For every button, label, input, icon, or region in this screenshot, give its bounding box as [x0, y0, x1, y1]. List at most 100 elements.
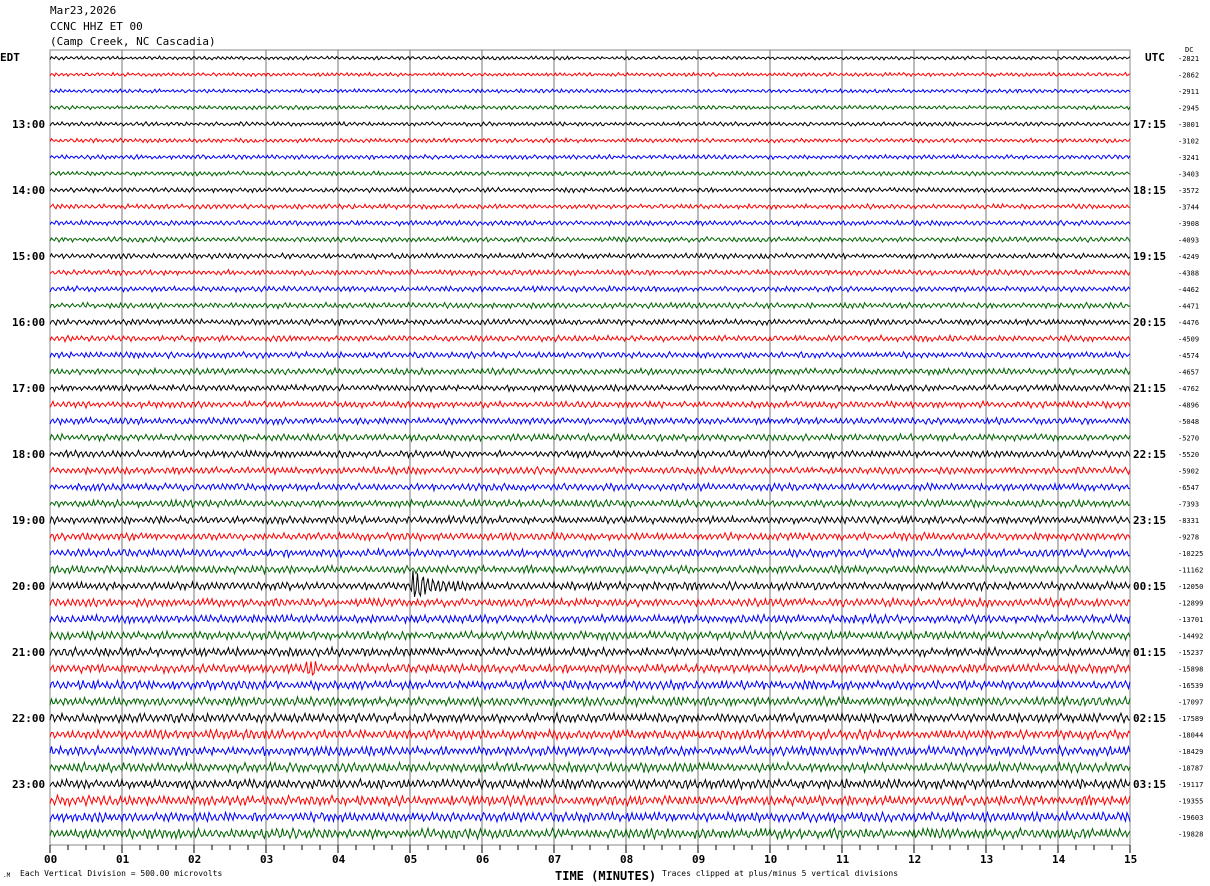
seismic-trace: [49, 497, 1131, 510]
edt-hour-label: 21:00: [12, 646, 45, 659]
seismic-trace: [49, 350, 1131, 360]
seismic-trace: [49, 563, 1131, 576]
edt-hour-label: 13:00: [12, 118, 45, 131]
x-tick-label: 08: [620, 853, 633, 866]
x-tick-label: 06: [476, 853, 490, 866]
dc-offset-label: -19117: [1178, 781, 1203, 789]
dc-offset-label: -9278: [1178, 534, 1199, 542]
edt-axis-label: EDT: [0, 51, 20, 64]
edt-hour-label: 20:00: [12, 580, 45, 593]
x-tick-label: 00: [44, 853, 57, 866]
dc-offset-label: -14492: [1178, 633, 1203, 641]
seismic-trace: [49, 727, 1131, 742]
dc-offset-label: -19828: [1178, 831, 1203, 839]
x-tick-label: 01: [116, 853, 130, 866]
seismic-trace: [49, 120, 1131, 128]
x-tick-label: 11: [836, 853, 850, 866]
dc-offset-label: -15898: [1178, 666, 1203, 674]
utc-time-label: 22:15: [1133, 448, 1166, 461]
dc-offset-label: -5520: [1178, 451, 1199, 459]
date-label: Mar23,2026: [50, 4, 117, 17]
edt-hour-label: 16:00: [12, 316, 45, 329]
dc-offset-label: -19603: [1178, 814, 1203, 822]
utc-time-label: 00:15: [1133, 580, 1166, 593]
dc-offset-label: -17589: [1178, 715, 1203, 723]
dc-offset-label: -3572: [1178, 187, 1199, 195]
dc-offset-label: -5270: [1178, 435, 1199, 443]
seismic-trace: [49, 570, 1131, 598]
dc-offset-label: -12899: [1178, 600, 1203, 608]
location-label: (Camp Creek, NC Cascadia): [50, 35, 216, 48]
dc-offset-label: -4249: [1178, 253, 1199, 261]
dc-label: DC: [1185, 46, 1193, 54]
edt-hour-label: 23:00: [12, 778, 45, 791]
dc-offset-label: -5048: [1178, 418, 1199, 426]
x-tick-label: 04: [332, 853, 346, 866]
dc-offset-label: -4509: [1178, 336, 1199, 344]
seismic-trace: [49, 366, 1131, 377]
station-label: CCNC HHZ ET 00: [50, 20, 143, 33]
seismic-trace: [49, 546, 1131, 560]
x-tick-label: 13: [980, 853, 993, 866]
seismic-trace: [49, 530, 1131, 543]
utc-time-label: 02:15: [1133, 712, 1166, 725]
dc-offset-label: -4657: [1178, 369, 1199, 377]
seismic-trace: [49, 383, 1131, 394]
seismic-trace: [49, 415, 1131, 427]
seismic-trace: [49, 678, 1131, 692]
seismic-trace: [49, 629, 1131, 642]
dc-offset-label: -3241: [1178, 154, 1199, 162]
utc-time-label: 23:15: [1133, 514, 1166, 527]
plot-frame: [49, 49, 1131, 846]
dc-offset-label: -3744: [1178, 204, 1199, 212]
dc-offset-label: -11162: [1178, 567, 1203, 575]
dc-offset-label: -18044: [1178, 732, 1203, 740]
x-tick-label: 02: [188, 853, 201, 866]
edt-hour-label: 18:00: [12, 448, 45, 461]
seismic-trace: [49, 694, 1131, 709]
dc-offset-label: -4762: [1178, 385, 1199, 393]
seismic-trace: [49, 645, 1131, 659]
dc-offset-label: -4093: [1178, 237, 1199, 245]
utc-time-label: 21:15: [1133, 382, 1166, 395]
dc-offset-label: -3001: [1178, 121, 1199, 129]
dc-offset-label: -3403: [1178, 171, 1199, 179]
edt-hour-label: 17:00: [12, 382, 45, 395]
edt-hour-label: 14:00: [12, 184, 45, 197]
utc-axis-label: UTC: [1145, 51, 1165, 64]
dc-offset-label: -4476: [1178, 319, 1199, 327]
utc-time-label: 01:15: [1133, 646, 1166, 659]
dc-offset-label: -2862: [1178, 72, 1199, 80]
dc-offset-label: -8331: [1178, 517, 1199, 525]
x-tick-label: 14: [1052, 853, 1066, 866]
dc-offset-label: -17097: [1178, 699, 1203, 707]
x-tick-label: 15: [1124, 853, 1137, 866]
seismic-trace: [49, 711, 1130, 725]
seismic-trace: [49, 612, 1131, 626]
utc-time-label: 17:15: [1133, 118, 1166, 131]
seismic-trace: [49, 104, 1131, 111]
x-tick-label: 03: [260, 853, 273, 866]
seismic-trace: [49, 661, 1131, 676]
x-tick-label: 12: [908, 853, 921, 866]
dc-offset-label: -3102: [1178, 138, 1199, 146]
dc-offset-label: -4896: [1178, 402, 1199, 410]
dc-offset-label: -2911: [1178, 88, 1199, 96]
utc-time-label: 03:15: [1133, 778, 1166, 791]
dc-offset-label: -4574: [1178, 352, 1199, 360]
seismic-trace: [49, 235, 1131, 244]
seismic-trace: [49, 169, 1131, 178]
seismic-trace: [49, 448, 1131, 460]
seismic-trace: [49, 514, 1131, 526]
dc-offset-label: -18787: [1178, 765, 1203, 773]
x-tick-label: 10: [764, 853, 777, 866]
dc-offset-label: -3908: [1178, 220, 1199, 228]
edt-hour-label: 15:00: [12, 250, 45, 263]
seismic-trace: [49, 432, 1131, 443]
dc-offset-label: -18429: [1178, 748, 1203, 756]
seismic-trace: [49, 826, 1131, 841]
seismic-trace: [49, 481, 1131, 493]
seismic-trace: [49, 596, 1131, 609]
dc-offset-label: -16539: [1178, 682, 1203, 690]
dc-offset-label: -2821: [1178, 55, 1199, 63]
